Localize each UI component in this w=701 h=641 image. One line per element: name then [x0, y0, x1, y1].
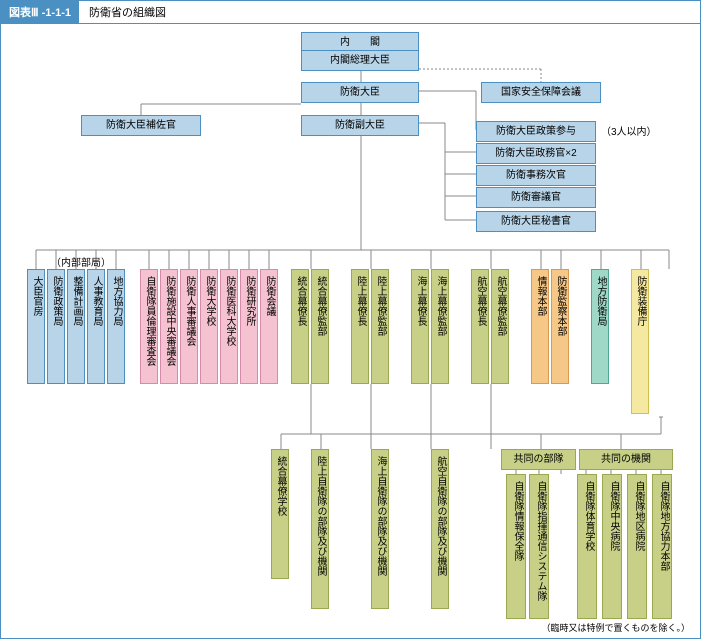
- vice-minister-box: 防衛副大臣: [301, 115, 419, 136]
- joint-orgs-label: 共同の機関: [579, 449, 673, 470]
- joint-org-0: 自衛隊体育学校: [577, 474, 597, 619]
- staff-office-1: 陸上幕僚監部: [371, 269, 389, 384]
- dept-orange-1: 防衛監察本部: [551, 269, 569, 384]
- dept-pink-6: 防衛会議: [260, 269, 278, 384]
- joint-units-label: 共同の部隊: [501, 449, 576, 470]
- staff-office-0: 統合幕僚監部: [311, 269, 329, 384]
- pm-box: 内閣総理大臣: [301, 50, 419, 71]
- dept-pink-1: 防衛施設中央審議会: [160, 269, 178, 384]
- dept-blue-3: 人事教育局: [87, 269, 105, 384]
- org-chart: 内 閣 内閣総理大臣 防衛大臣 防衛副大臣 国家安全保障会議 防衛大臣補佐官 防…: [0, 24, 701, 639]
- staff-chief-0: 統合幕僚長: [291, 269, 309, 384]
- staff-chief-3: 航空幕僚長: [471, 269, 489, 384]
- internal-label: （内部部局）: [51, 254, 111, 269]
- dept-pink-2: 防衛人事審議会: [180, 269, 198, 384]
- force-2: 航空自衛隊の部隊及び機関: [431, 449, 449, 609]
- header: 図表Ⅲ -1-1-1 防衛省の組織図: [0, 0, 701, 24]
- nsc-box: 国家安全保障会議: [481, 82, 601, 103]
- dept-blue-2: 整備計画局: [67, 269, 85, 384]
- dept-teal-0: 地方防衛局: [591, 269, 609, 384]
- joint-unit-0: 自衛隊情報保全隊: [506, 474, 526, 619]
- joint-org-2: 自衛隊地区病院: [627, 474, 647, 619]
- advisor-box: 防衛大臣政策参与: [476, 121, 596, 142]
- dept-orange-0: 情報本部: [531, 269, 549, 384]
- dept-yellow-0: 防衛装備庁: [631, 269, 649, 414]
- staff-chief-2: 海上幕僚長: [411, 269, 429, 384]
- force-0: 陸上自衛隊の部隊及び機関: [311, 449, 329, 609]
- dept-pink-0: 自衛隊員倫理審査会: [140, 269, 158, 384]
- force-1: 海上自衛隊の部隊及び機関: [371, 449, 389, 609]
- footnote: （臨時又は特例で置くものを除く。）: [541, 621, 690, 634]
- joint-school: 統合幕僚学校: [271, 449, 289, 579]
- staff-office-2: 海上幕僚監部: [431, 269, 449, 384]
- dept-blue-4: 地方協力局: [107, 269, 125, 384]
- figure-badge: 図表Ⅲ -1-1-1: [1, 1, 79, 23]
- staff-office-3: 航空幕僚監部: [491, 269, 509, 384]
- admin-box: 防衛事務次官: [476, 165, 596, 186]
- joint-org-3: 自衛隊地方協力本部: [652, 474, 672, 619]
- joint-unit-1: 自衛隊指揮通信システム隊: [529, 474, 549, 619]
- council-box: 防衛審議官: [476, 187, 596, 208]
- aide-box: 防衛大臣補佐官: [81, 115, 201, 136]
- dept-pink-3: 防衛大学校: [200, 269, 218, 384]
- figure-title: 防衛省の組織図: [79, 1, 176, 23]
- parl-box: 防衛大臣政務官×2: [476, 143, 596, 164]
- advisor-note: （3人以内）: [601, 123, 657, 138]
- dept-pink-5: 防衛研究所: [240, 269, 258, 384]
- dept-pink-4: 防衛医科大学校: [220, 269, 238, 384]
- joint-org-1: 自衛隊中央病院: [602, 474, 622, 619]
- sec-box: 防衛大臣秘書官: [476, 211, 596, 232]
- staff-chief-1: 陸上幕僚長: [351, 269, 369, 384]
- dept-blue-0: 大臣官房: [27, 269, 45, 384]
- minister-box: 防衛大臣: [301, 82, 419, 103]
- dept-blue-1: 防衛政策局: [47, 269, 65, 384]
